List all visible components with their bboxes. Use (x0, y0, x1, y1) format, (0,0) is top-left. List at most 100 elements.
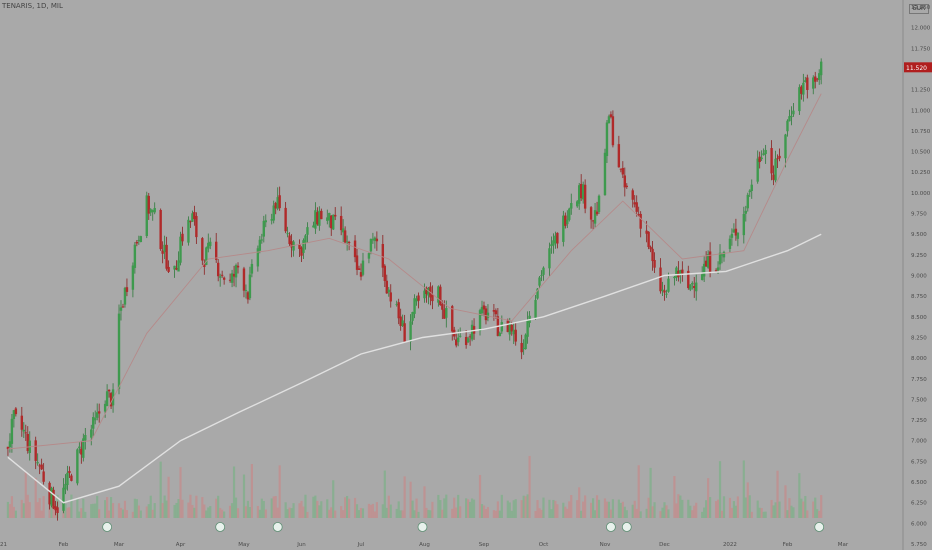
volume-bar (203, 504, 206, 518)
candle-body (456, 337, 460, 343)
volume-bar (637, 465, 640, 518)
volume-bar (209, 506, 212, 518)
volume-bar (320, 501, 323, 518)
volume-bar (66, 507, 69, 518)
candle-body (564, 215, 567, 226)
candle-body (691, 282, 694, 285)
x-tick-label: Jun (296, 542, 306, 548)
candle-body (151, 210, 154, 213)
candle-body (667, 278, 670, 292)
candle-body (78, 446, 81, 449)
volume-bar (709, 497, 712, 518)
volume-bar (714, 501, 718, 518)
candle-body (443, 309, 446, 319)
volume-bar (187, 502, 190, 518)
volume-bar (681, 499, 684, 518)
volume-bar (695, 502, 698, 518)
volume-bar (718, 461, 722, 518)
candle-body (361, 260, 365, 275)
volume-bar (133, 498, 136, 518)
candle-body (607, 116, 611, 124)
x-tick-label: 21 (0, 542, 7, 548)
volume-bar (492, 510, 495, 518)
volume-bar (306, 511, 309, 518)
event-marker-icon (272, 522, 283, 532)
volume-bar (772, 505, 775, 518)
volume-bar (312, 496, 315, 518)
candle-body (215, 241, 218, 260)
volume-bar (286, 509, 289, 518)
volume-bar (219, 507, 222, 518)
candle-body (566, 219, 569, 225)
volume-bar (278, 465, 281, 518)
volume-bar (508, 502, 511, 518)
volume-bar (568, 501, 571, 518)
volume-bar (42, 496, 45, 518)
candle-body (816, 78, 819, 80)
candle-body (121, 306, 125, 308)
candle-body (24, 432, 27, 434)
volume-bar (536, 500, 539, 518)
volume-bar (125, 510, 129, 518)
candle-body (792, 110, 795, 115)
candle-body (189, 221, 192, 223)
volume-bar (177, 499, 180, 518)
candle-body (131, 265, 135, 290)
candle-body (540, 275, 543, 277)
volume-bar (409, 481, 412, 518)
y-tick-label: 9.500 (911, 232, 927, 238)
chart-title: TENARIS, 1D, MIL (2, 2, 63, 10)
volume-bar (332, 480, 335, 518)
volume-bar (800, 498, 803, 518)
candle-body (80, 448, 83, 455)
volume-bar (468, 501, 472, 518)
volume-bar (484, 509, 488, 518)
volume-bar (591, 498, 595, 518)
candle-body (68, 471, 71, 473)
candle-body (8, 441, 12, 448)
volume-bar (397, 501, 400, 518)
candle-body (167, 266, 170, 272)
volume-bar (804, 495, 807, 518)
volume-bar (121, 509, 125, 518)
volume-bar (288, 507, 291, 518)
volume-bar (814, 497, 817, 518)
volume-bar (334, 510, 337, 518)
candle-body (776, 158, 779, 160)
candle-body (756, 158, 759, 182)
volume-bar (201, 497, 204, 518)
candle-body (117, 313, 121, 389)
y-tick-label: 7.500 (911, 397, 927, 403)
volume-bar (764, 511, 767, 518)
volume-bar (50, 500, 53, 518)
candle-body (272, 205, 275, 221)
x-tick-label: May (238, 542, 250, 548)
volume-bar (802, 501, 805, 518)
volume-bar (395, 508, 398, 518)
candle-body (302, 240, 305, 253)
candle-body (145, 195, 148, 236)
candle-body (522, 347, 525, 350)
candle-body (778, 155, 781, 159)
candle-body (399, 316, 402, 326)
candle-body (6, 446, 10, 450)
volume-bar (459, 506, 462, 518)
y-tick-label: 6.250 (911, 501, 927, 507)
candle-body (441, 304, 444, 310)
candle-body (720, 254, 724, 256)
candle-body (286, 233, 289, 235)
candle-body (159, 209, 162, 250)
x-tick-label: Aug (419, 542, 430, 548)
volume-bar (439, 500, 442, 518)
volume-bar (163, 495, 166, 518)
candle-body (371, 239, 375, 241)
candle-body (484, 308, 488, 321)
candle-body (556, 232, 559, 244)
volume-bar (625, 510, 628, 518)
volume-bar (276, 507, 279, 518)
event-marker-icon (417, 522, 428, 532)
candle-body (288, 235, 291, 244)
candle-body (119, 307, 123, 311)
candle-body (250, 263, 254, 274)
